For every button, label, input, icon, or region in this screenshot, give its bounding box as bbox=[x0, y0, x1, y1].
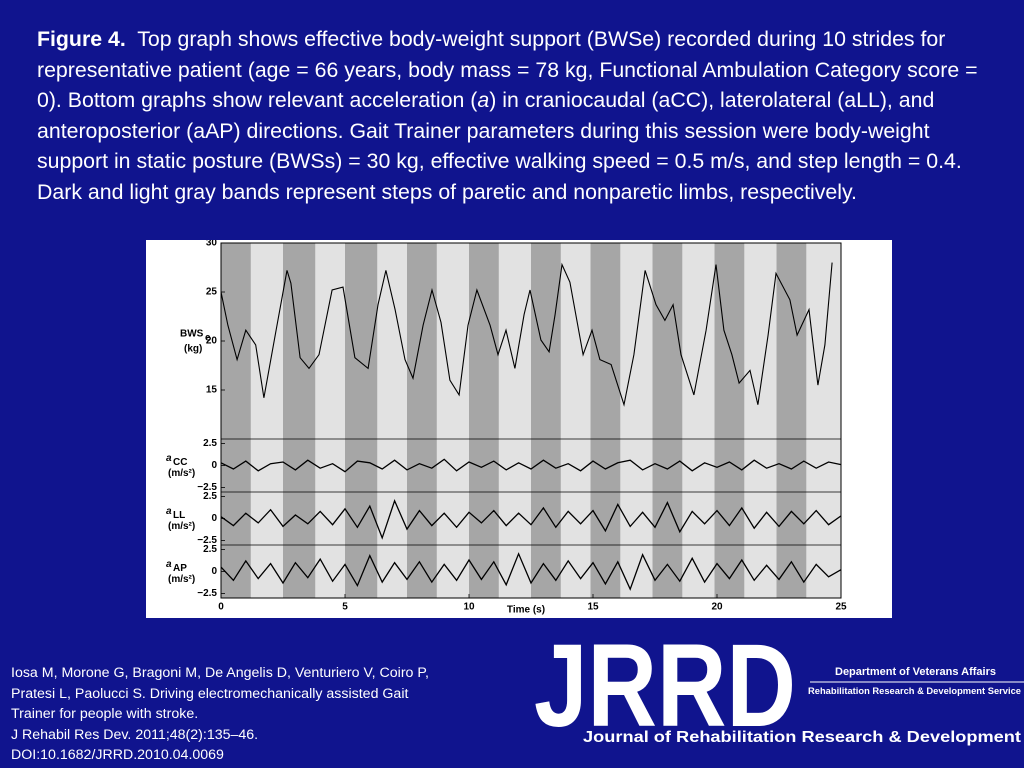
y-axis-label-sub: CC bbox=[173, 457, 187, 468]
data-line bbox=[220, 498, 842, 540]
x-tick-label: 10 bbox=[463, 602, 475, 613]
logo: JRRD Department of Veterans Affairs Reha… bbox=[534, 630, 1024, 752]
x-tick-label: 5 bbox=[342, 602, 348, 613]
plot-frame bbox=[220, 242, 842, 599]
y-tick-label: 25 bbox=[206, 287, 218, 298]
y-axis-label-sub: LL bbox=[173, 510, 185, 521]
caption-italic: a bbox=[477, 88, 490, 113]
y-tick-label: 20 bbox=[206, 336, 218, 347]
x-tick-label: 15 bbox=[587, 602, 599, 613]
y-axis-label-unit: (kg) bbox=[184, 344, 202, 355]
x-tick-label: 25 bbox=[835, 602, 847, 613]
paretic-band bbox=[776, 243, 807, 598]
paretic-band bbox=[531, 243, 561, 598]
logo-journal: Journal of Rehabilitation Research & Dev… bbox=[583, 729, 1021, 746]
paretic-band bbox=[652, 243, 683, 598]
caption-text: Top graph shows effective body-weight su… bbox=[37, 27, 978, 113]
citation-line: DOI:10.1682/JRRD.2010.04.0069 bbox=[11, 747, 224, 763]
y-axis-label-sub: AP bbox=[173, 563, 187, 574]
y-tick-label: 2.5 bbox=[203, 544, 217, 555]
y-axis-label-unit: (m/s²) bbox=[168, 521, 195, 532]
y-tick-label: 2.5 bbox=[203, 491, 217, 502]
x-tick-label: 20 bbox=[711, 602, 723, 613]
y-tick-label: 30 bbox=[206, 240, 218, 249]
y-tick-label: 2.5 bbox=[203, 438, 217, 449]
y-axis-label-unit: (m/s²) bbox=[168, 574, 195, 585]
y-tick-label: −2.5 bbox=[197, 535, 217, 546]
y-axis-label: a bbox=[166, 506, 172, 517]
y-tick-label: −2.5 bbox=[197, 482, 217, 493]
citation: Iosa M, Morone G, Bragoni M, De Angelis … bbox=[11, 663, 429, 766]
x-tick-label: 0 bbox=[218, 602, 224, 613]
logo-service: Rehabilitation Research & Development Se… bbox=[808, 686, 1021, 696]
citation-line: Pratesi L, Paolucci S. Driving electrome… bbox=[11, 685, 409, 702]
data-line bbox=[220, 262, 833, 407]
caption-label: Figure 4. bbox=[37, 27, 126, 51]
x-axis-label: Time (s) bbox=[507, 605, 545, 616]
data-line bbox=[220, 552, 842, 591]
y-tick-label: −2.5 bbox=[197, 588, 217, 599]
y-axis-label-sub: e bbox=[205, 333, 211, 344]
paretic-band bbox=[345, 243, 378, 598]
caption-text: ) in craniocaudal (aCC), laterolateral (… bbox=[37, 88, 962, 204]
y-tick-label: 0 bbox=[211, 513, 217, 524]
y-tick-label: 0 bbox=[211, 566, 217, 577]
paretic-band bbox=[714, 243, 745, 598]
logo-mark: JRRD bbox=[534, 630, 796, 752]
y-tick-label: 15 bbox=[206, 385, 218, 396]
y-axis-label-unit: (m/s²) bbox=[168, 468, 195, 479]
y-axis-label: a bbox=[166, 559, 172, 570]
y-axis-label: BWS bbox=[180, 329, 204, 340]
citation-line: Iosa M, Morone G, Bragoni M, De Angelis … bbox=[11, 665, 429, 681]
caption: Figure 4. Top graph shows effective body… bbox=[37, 24, 992, 208]
paretic-band bbox=[221, 243, 251, 598]
logo-department: Department of Veterans Affairs bbox=[835, 666, 996, 678]
citation-line: Trainer for people with stroke. bbox=[11, 706, 199, 722]
paretic-band bbox=[283, 243, 316, 598]
citation-line: J Rehabil Res Dev. 2011;48(2):135–46. bbox=[11, 726, 259, 743]
paretic-band bbox=[407, 243, 437, 598]
data-line bbox=[220, 458, 842, 473]
y-axis-label: a bbox=[166, 453, 172, 464]
y-tick-label: 0 bbox=[211, 460, 217, 471]
paretic-band bbox=[590, 243, 621, 598]
